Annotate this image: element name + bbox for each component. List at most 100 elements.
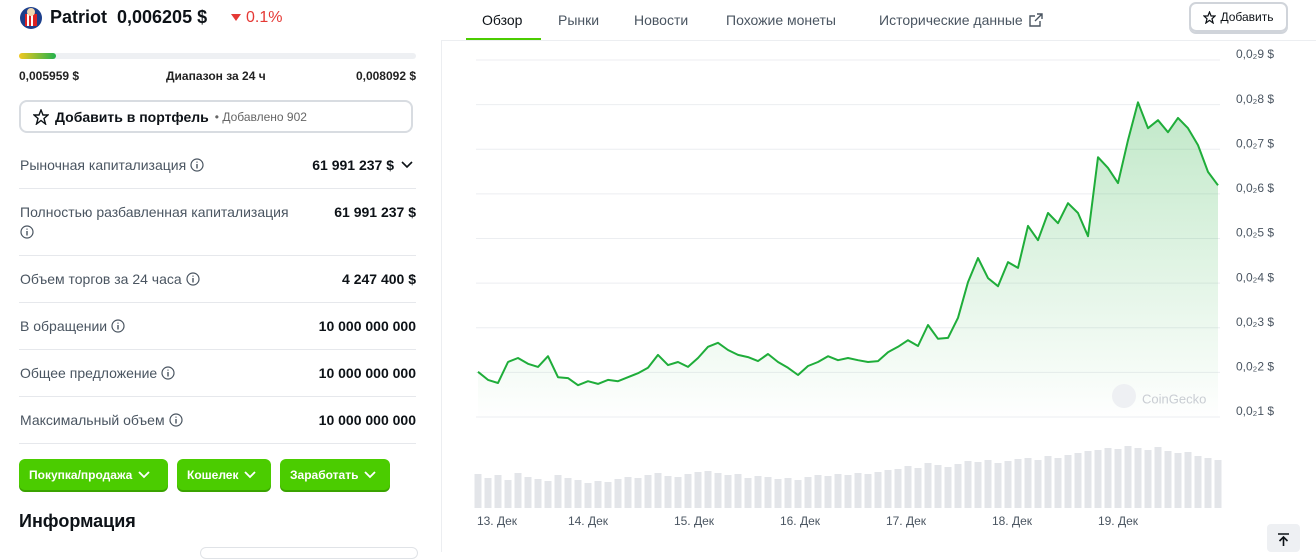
volume-bar	[904, 466, 912, 508]
chevron	[364, 470, 377, 478]
coin-icon	[20, 7, 42, 29]
scroll-top-button[interactable]	[1267, 524, 1300, 552]
volume-bar	[1214, 460, 1222, 508]
stat-value: 10 000 000 000	[318, 365, 416, 381]
volume-bar	[934, 465, 942, 508]
tab[interactable]: Новости	[634, 12, 689, 28]
volume-bar	[784, 478, 792, 508]
divider	[19, 302, 416, 303]
tab[interactable]: Рынки	[558, 12, 600, 28]
volume-bar	[1064, 455, 1072, 508]
volume-bar	[894, 469, 902, 508]
watermark: CoinGecko	[1142, 391, 1206, 406]
volume-bar	[1174, 453, 1182, 508]
chevron	[138, 470, 150, 478]
divider	[19, 443, 416, 444]
chevron[interactable]	[400, 159, 414, 171]
tab[interactable]: Обзор	[482, 12, 523, 28]
volume-bar	[694, 472, 702, 508]
volume-bar	[1164, 451, 1172, 508]
y-tick-label: 0,0₂2 $	[1236, 360, 1274, 374]
y-tick-label: 0,0₂8 $	[1236, 92, 1274, 106]
volume-bar	[654, 473, 662, 508]
volume-bar	[604, 482, 612, 508]
volume-bar	[924, 463, 932, 508]
volume-bar	[1134, 448, 1142, 508]
volume-bar	[1094, 450, 1102, 508]
volume-bar	[744, 478, 752, 508]
portfolio-button[interactable]: Добавить в портфель • Добавлено 902	[19, 100, 413, 133]
action-button-label: Заработать	[290, 467, 359, 482]
external-link-icon	[1028, 13, 1043, 27]
tab[interactable]: Исторические данные	[879, 12, 1043, 28]
volume-bar	[1154, 447, 1162, 508]
volume-bar	[984, 460, 992, 508]
divider	[441, 40, 1316, 41]
volume-bar	[684, 474, 692, 508]
portfolio-label: Добавить в портфель	[55, 108, 209, 125]
volume-bar	[664, 476, 672, 508]
stat-label: Общее предложение	[20, 363, 340, 383]
volume-bar	[594, 481, 602, 508]
down-arrow	[231, 14, 241, 21]
price: 0,006205 $	[117, 7, 208, 27]
star-icon	[33, 108, 49, 125]
volume-bar	[954, 464, 962, 508]
x-tick-label: 18. Дек	[992, 514, 1033, 528]
volume-bar	[854, 473, 862, 508]
active-tab-indicator	[466, 38, 541, 40]
volume-bar	[1054, 458, 1062, 508]
volume-bar	[794, 480, 802, 508]
price-area	[478, 102, 1218, 421]
volume-bar	[1194, 456, 1202, 508]
portfolio-added: • Добавлено 902	[214, 109, 307, 124]
volume-bar	[584, 483, 592, 508]
volume-bar	[574, 480, 582, 508]
x-tick-label: 17. Дек	[886, 514, 927, 528]
stat-label: Объем торгов за 24 часа	[20, 269, 340, 289]
range-fill	[19, 53, 56, 59]
volume-bar	[1084, 451, 1092, 508]
volume-bar	[974, 462, 982, 508]
volume-bar	[1024, 458, 1032, 508]
action-button-label: Покупка/продажа	[29, 467, 133, 482]
info-icon	[168, 413, 183, 427]
range-track	[19, 53, 416, 59]
action-button[interactable]: Заработать	[280, 459, 390, 490]
y-tick-label: 0,0₂1 $	[1236, 404, 1274, 418]
tab[interactable]: Похожие монеты	[726, 12, 836, 28]
divider	[19, 188, 416, 189]
volume-bar	[884, 470, 892, 508]
x-tick-label: 13. Дек	[477, 514, 518, 528]
volume-bar	[554, 475, 562, 508]
action-button[interactable]: Кошелек	[177, 459, 271, 490]
x-tick-label: 15. Дек	[674, 514, 715, 528]
stat-label-text: В обращении	[20, 318, 108, 334]
info-icon	[20, 225, 34, 239]
volume-bar	[814, 475, 822, 508]
volume-bar	[534, 479, 542, 508]
range-label: Диапазон за 24 ч	[166, 69, 266, 83]
volume-bar	[734, 474, 742, 508]
volume-bar	[844, 475, 852, 508]
volume-bar	[1124, 446, 1132, 508]
stat-value: 61 991 237 $	[312, 157, 394, 173]
volume-bar	[1184, 452, 1192, 508]
volume-bar	[944, 467, 952, 508]
volume-bar	[544, 481, 552, 508]
volume-bar	[524, 477, 532, 508]
stat-value: 10 000 000 000	[318, 318, 416, 334]
action-button[interactable]: Покупка/продажа	[19, 459, 168, 490]
volume-bar	[994, 463, 1002, 508]
x-tick-label: 19. Дек	[1098, 514, 1139, 528]
volume-bar	[764, 477, 772, 508]
volume-bar	[504, 480, 512, 508]
volume-bar	[1074, 453, 1082, 508]
x-tick-label: 14. Дек	[568, 514, 609, 528]
stat-value: 10 000 000 000	[318, 412, 416, 428]
add-button[interactable]: Добавить	[1189, 2, 1288, 32]
volume-bar	[864, 474, 872, 508]
stat-label-text: Объем торгов за 24 часа	[20, 271, 182, 287]
